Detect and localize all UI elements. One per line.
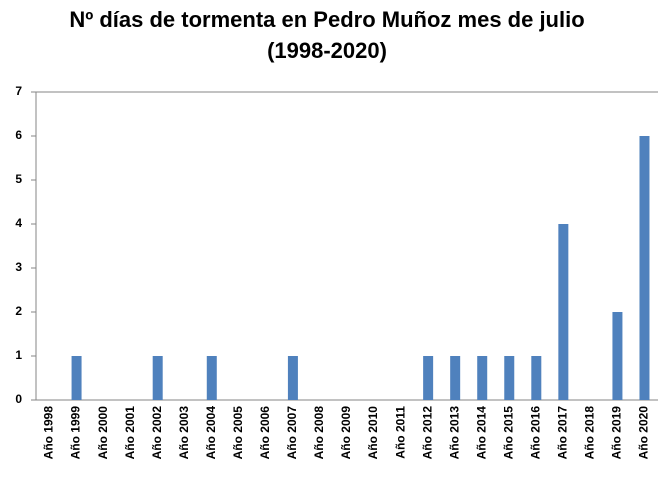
bar <box>639 136 650 400</box>
bar <box>612 312 623 400</box>
x-tick-label: Año 2013 <box>447 406 461 460</box>
x-tick-label: Año 2006 <box>258 406 272 460</box>
x-tick-label: Año 2019 <box>610 406 624 460</box>
bar <box>423 356 434 400</box>
x-tick-label: Año 2000 <box>96 406 110 460</box>
x-tick-label: Año 2008 <box>312 406 326 460</box>
x-tick-label: Año 2018 <box>583 406 597 460</box>
x-tick-label: Año 2015 <box>501 406 515 460</box>
bar <box>558 224 569 400</box>
y-tick-label: 2 <box>15 304 22 318</box>
x-tick-label: Año 2002 <box>150 406 164 460</box>
y-tick-label: 5 <box>15 172 22 186</box>
y-tick-label: 0 <box>15 392 22 406</box>
x-tick-label: Año 2003 <box>177 406 191 460</box>
x-tick-label: Año 2004 <box>204 406 218 460</box>
x-tick-label: Año 2001 <box>123 406 137 460</box>
y-tick-label: 1 <box>15 348 22 362</box>
y-tick-label: 7 <box>15 84 22 98</box>
y-tick-label: 4 <box>15 216 22 230</box>
bar <box>206 356 217 400</box>
y-tick-label: 3 <box>15 260 22 274</box>
bar <box>531 356 542 400</box>
bar <box>287 356 298 400</box>
x-tick-label: Año 2020 <box>637 406 651 460</box>
x-tick-label: Año 2007 <box>285 406 299 460</box>
bar <box>450 356 461 400</box>
bar <box>504 356 515 400</box>
bar <box>71 356 82 400</box>
x-tick-label: Año 2011 <box>393 406 407 459</box>
chart-title: Nº días de tormenta en Pedro Muñoz mes d… <box>69 7 585 63</box>
x-tick-label: Año 2016 <box>528 406 542 460</box>
x-tick-label: Año 2012 <box>420 406 434 460</box>
x-tick-label: Año 2010 <box>366 406 380 460</box>
x-tick-label: Año 2009 <box>339 406 353 460</box>
bar <box>477 356 488 400</box>
x-tick-label: Año 2017 <box>556 406 570 460</box>
x-tick-label: Año 2014 <box>474 406 488 460</box>
x-tick-label: Año 2005 <box>231 406 245 460</box>
x-tick-label: Año 1998 <box>42 406 56 460</box>
x-tick-label: Año 1999 <box>69 406 83 460</box>
y-tick-label: 6 <box>15 128 22 142</box>
bar <box>152 356 163 400</box>
